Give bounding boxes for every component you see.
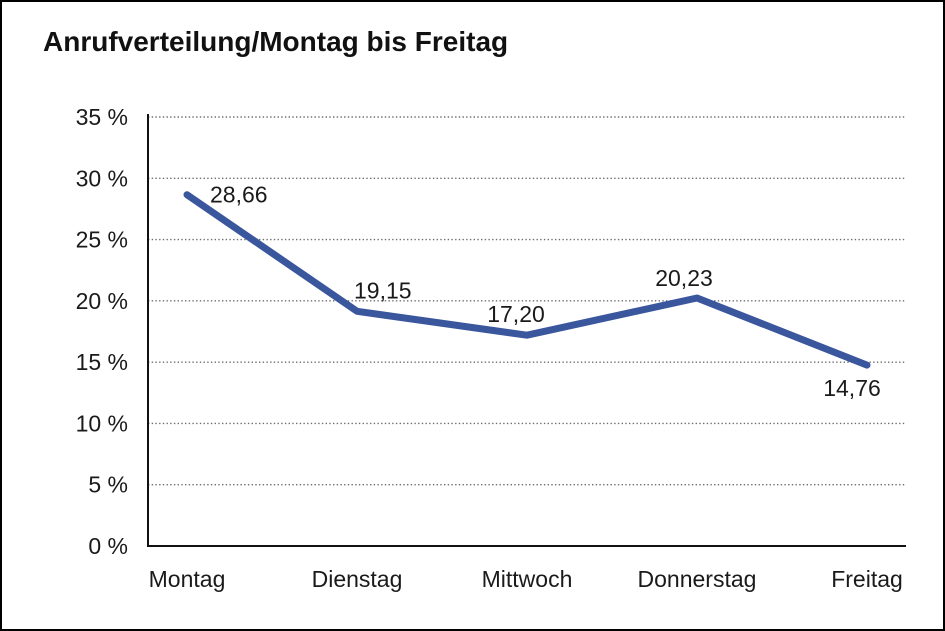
y-tick-label: 15 % [76, 349, 128, 375]
x-category-label: Donnerstag [638, 566, 757, 592]
x-category-label: Montag [149, 566, 226, 592]
x-category-label: Dienstag [312, 566, 403, 592]
y-tick-label: 0 % [88, 533, 128, 559]
y-tick-label: 5 % [88, 472, 128, 498]
y-tick-label: 10 % [76, 410, 128, 436]
data-point-label: 28,66 [210, 182, 268, 208]
y-tick-label: 30 % [76, 165, 128, 191]
data-point-label: 19,15 [354, 277, 412, 303]
y-tick-label: 20 % [76, 288, 128, 314]
x-category-label: Freitag [831, 566, 903, 592]
data-point-label: 17,20 [487, 301, 545, 327]
y-tick-label: 25 % [76, 227, 128, 253]
x-category-label: Mittwoch [482, 566, 573, 592]
data-point-label: 20,23 [655, 265, 713, 291]
data-series-line [183, 191, 871, 369]
chart-title: Anrufverteilung/Montag bis Freitag [43, 26, 509, 57]
data-point-label: 14,76 [823, 375, 881, 401]
y-tick-label: 35 % [76, 104, 128, 130]
